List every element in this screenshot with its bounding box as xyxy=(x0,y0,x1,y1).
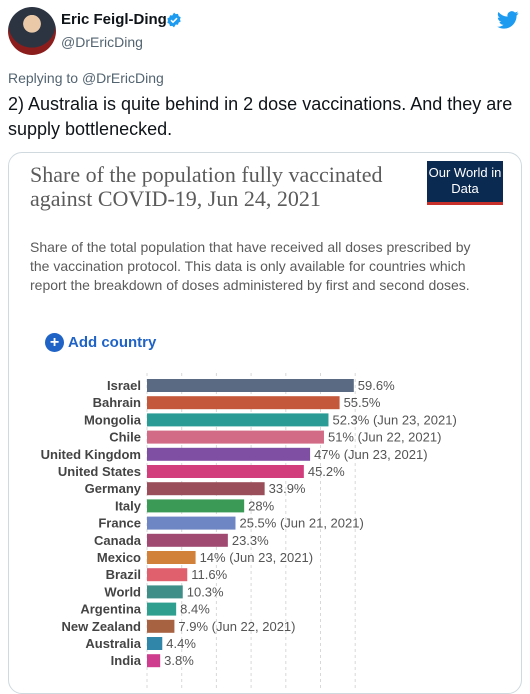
value-label: 23.3% xyxy=(232,533,269,548)
bar xyxy=(147,568,188,582)
category-label: Italy xyxy=(115,498,142,513)
category-label: Brazil xyxy=(106,567,141,582)
value-label: 52.3% (Jun 23, 2021) xyxy=(332,412,456,427)
value-label: 4.4% xyxy=(166,636,196,651)
value-label: 11.6% xyxy=(191,567,227,582)
bar xyxy=(147,499,245,513)
value-label: 59.6% xyxy=(358,378,395,393)
bar xyxy=(147,637,163,650)
category-label: India xyxy=(111,653,142,668)
bar xyxy=(147,585,183,599)
plus-icon: + xyxy=(45,333,64,352)
category-label: Mexico xyxy=(97,550,141,565)
category-label: Canada xyxy=(94,533,142,548)
category-label: France xyxy=(98,516,141,531)
tweet-text: 2) Australia is quite behind in 2 dose v… xyxy=(8,94,513,139)
replying-prefix: Replying to xyxy=(8,70,79,86)
bar xyxy=(147,619,175,633)
bar xyxy=(147,413,329,427)
category-label: Israel xyxy=(107,378,141,393)
value-label: 28% xyxy=(248,498,274,513)
chart-subtitle: Share of the total population that have … xyxy=(30,239,471,293)
category-label: Germany xyxy=(85,481,142,496)
bar xyxy=(147,396,340,410)
add-country-button[interactable]: + Add country xyxy=(45,333,156,352)
value-label: 33.9% xyxy=(269,481,306,496)
owid-logo: Our World in Data xyxy=(427,161,503,205)
bar xyxy=(147,533,228,547)
author-handle[interactable]: @DrEricDing xyxy=(61,34,143,50)
value-label: 47% (Jun 23, 2021) xyxy=(314,447,427,462)
value-label: 14% (Jun 23, 2021) xyxy=(200,550,313,565)
chart-title: Share of the population fully vaccinated… xyxy=(30,162,383,211)
bar xyxy=(147,430,324,444)
avatar[interactable] xyxy=(8,7,56,55)
replying-to-link[interactable]: @DrEricDing xyxy=(81,70,164,86)
value-label: 25.5% (Jun 21, 2021) xyxy=(239,516,363,531)
category-label: United Kingdom xyxy=(41,447,141,462)
category-label: Bahrain xyxy=(93,395,141,410)
media-card[interactable]: Share of the population fully vaccinated… xyxy=(8,152,522,694)
bar xyxy=(147,465,304,478)
value-label: 55.5% xyxy=(344,395,381,410)
value-label: 7.9% (Jun 22, 2021) xyxy=(178,619,295,634)
value-label: 45.2% xyxy=(308,464,345,479)
twitter-bird-icon[interactable] xyxy=(497,11,519,34)
category-label: New Zealand xyxy=(62,619,142,634)
tweet-header: Eric Feigl-Ding @DrEricDing xyxy=(0,0,530,64)
category-label: Chile xyxy=(109,430,141,445)
category-label: United States xyxy=(58,464,141,479)
value-label: 3.8% xyxy=(164,653,194,668)
author-name[interactable]: Eric Feigl-Ding xyxy=(61,11,167,28)
value-label: 8.4% xyxy=(180,602,210,617)
bar xyxy=(147,447,311,461)
value-label: 10.3% xyxy=(187,584,224,599)
bar xyxy=(147,602,177,616)
bar xyxy=(147,482,265,496)
bar xyxy=(147,551,196,564)
category-label: Australia xyxy=(85,636,141,651)
bar xyxy=(147,379,354,392)
verified-badge-icon xyxy=(166,12,182,33)
reply-context: Replying to @DrEricDing xyxy=(8,70,164,86)
category-label: World xyxy=(104,584,141,599)
category-label: Argentina xyxy=(80,602,141,617)
bar-chart: Israel 59.6% Bahrain 55.5% Mongolia 52.3% (Ju… xyxy=(41,373,457,691)
bar xyxy=(147,516,236,530)
value-label: 51% (Jun 22, 2021) xyxy=(328,430,441,445)
category-label: Mongolia xyxy=(84,412,142,427)
bar xyxy=(147,654,161,668)
add-country-label: Add country xyxy=(68,334,157,351)
